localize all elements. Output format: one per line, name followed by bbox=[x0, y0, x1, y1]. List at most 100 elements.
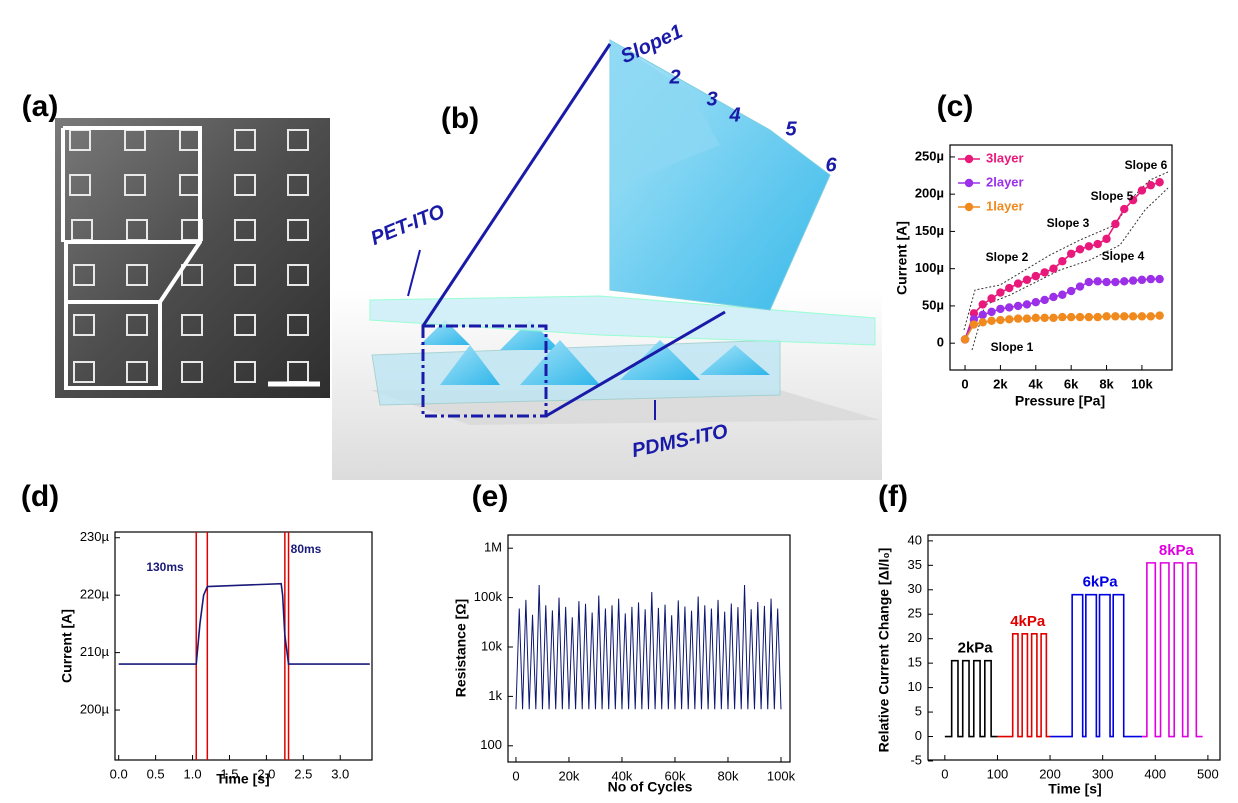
diagram-label: 2 bbox=[668, 66, 680, 88]
data-point bbox=[1129, 312, 1137, 320]
data-point bbox=[1014, 302, 1022, 310]
y-tick-label: 100 bbox=[480, 737, 502, 752]
y-tick-label: 150µ bbox=[915, 223, 944, 238]
x-tick-label: 0 bbox=[512, 768, 519, 783]
x-tick-label: 0 bbox=[961, 376, 968, 391]
legend-label: 3layer bbox=[986, 150, 1024, 165]
figure: (a)(b)(c)(d)(e)(f)Slope123456PET-ITOPDMS… bbox=[0, 0, 1238, 798]
data-point bbox=[1049, 314, 1057, 322]
data-point bbox=[1111, 312, 1119, 320]
x-tick-label: 500 bbox=[1197, 766, 1219, 781]
y-axis-title: Current [A] bbox=[894, 221, 910, 295]
panel-label: (f) bbox=[878, 480, 908, 513]
panel-label: (b) bbox=[441, 102, 479, 135]
data-point bbox=[996, 305, 1004, 313]
data-point bbox=[1049, 293, 1057, 301]
data-point bbox=[1111, 220, 1119, 228]
data-point bbox=[1102, 278, 1110, 286]
x-axis-title: Time [s] bbox=[1048, 781, 1101, 797]
panel-label: (d) bbox=[21, 480, 59, 513]
data-point bbox=[979, 311, 987, 319]
data-point bbox=[1085, 313, 1093, 321]
sem-image bbox=[55, 118, 330, 398]
y-tick-label: 10 bbox=[908, 679, 922, 694]
annotation: Slope 5 bbox=[1091, 189, 1134, 203]
series-label: 8kPa bbox=[1159, 542, 1195, 559]
data-point bbox=[1111, 278, 1119, 286]
y-tick-label: -5 bbox=[910, 752, 922, 767]
x-tick-label: 300 bbox=[1092, 766, 1114, 781]
x-tick-label: 10k bbox=[1131, 376, 1153, 391]
y-tick-label: 35 bbox=[908, 557, 922, 572]
data-point bbox=[1058, 313, 1066, 321]
x-tick-label: 0 bbox=[941, 766, 948, 781]
legend-label: 2layer bbox=[986, 174, 1024, 189]
annotation: 80ms bbox=[291, 542, 322, 556]
annotation: 130ms bbox=[146, 560, 184, 574]
annotation: Slope 3 bbox=[1047, 216, 1090, 230]
data-point bbox=[1147, 312, 1155, 320]
y-tick-label: 1k bbox=[488, 688, 502, 703]
data-point bbox=[1155, 275, 1163, 283]
series-label: 4kPa bbox=[1010, 613, 1046, 630]
data-point bbox=[1138, 276, 1146, 284]
y-tick-label: 30 bbox=[908, 581, 922, 596]
chart: 0.00.51.01.52.02.53.0200µ210µ220µ230µTim… bbox=[59, 529, 372, 787]
y-axis-title: Current [A] bbox=[59, 609, 75, 683]
y-tick-label: 20 bbox=[908, 630, 922, 645]
data-point bbox=[1014, 314, 1022, 322]
y-tick-label: 25 bbox=[908, 606, 922, 621]
data-point bbox=[1067, 313, 1075, 321]
x-tick-label: 20k bbox=[558, 768, 579, 783]
data-point bbox=[1155, 311, 1163, 319]
data-point bbox=[970, 320, 978, 328]
legend-marker bbox=[965, 155, 973, 163]
y-tick-label: 230µ bbox=[80, 529, 110, 544]
y-tick-label: 1M bbox=[484, 540, 502, 555]
y-tick-label: 40 bbox=[908, 532, 922, 547]
y-tick-label: 210µ bbox=[80, 644, 110, 659]
data-point bbox=[1032, 272, 1040, 280]
x-axis-title: No of Cycles bbox=[608, 779, 693, 795]
data-point bbox=[1085, 278, 1093, 286]
x-tick-label: 1.0 bbox=[184, 766, 202, 781]
data-point bbox=[1032, 298, 1040, 306]
y-axis-title: Relative Current Change [ΔI/I₀] bbox=[876, 548, 892, 753]
diagram-label: 5 bbox=[785, 118, 797, 140]
data-point bbox=[1049, 264, 1057, 272]
data-point bbox=[1058, 291, 1066, 299]
y-tick-label: 0 bbox=[937, 335, 944, 350]
data-point bbox=[1102, 312, 1110, 320]
annotation: Slope 1 bbox=[991, 340, 1034, 354]
data-point bbox=[1120, 205, 1128, 213]
legend-marker bbox=[965, 179, 973, 187]
x-tick-label: 100k bbox=[767, 768, 796, 783]
data-point bbox=[1147, 181, 1155, 189]
data-point bbox=[1058, 257, 1066, 265]
diagram-label: 3 bbox=[706, 88, 717, 110]
data-point bbox=[1023, 300, 1031, 308]
data-point bbox=[1023, 314, 1031, 322]
data-point bbox=[1129, 276, 1137, 284]
data-point bbox=[1032, 314, 1040, 322]
data-point bbox=[1085, 242, 1093, 250]
data-point bbox=[1120, 277, 1128, 285]
chart: 0100200300400500-50510152025303540Time [… bbox=[876, 532, 1220, 796]
data-point bbox=[1094, 277, 1102, 285]
y-tick-label: 200µ bbox=[80, 701, 110, 716]
annotation: Slope 2 bbox=[986, 250, 1029, 264]
x-tick-label: 100 bbox=[987, 766, 1009, 781]
data-point bbox=[1005, 315, 1013, 323]
series-line bbox=[1050, 595, 1142, 737]
y-tick-label: 10k bbox=[481, 638, 502, 653]
x-tick-label: 400 bbox=[1144, 766, 1166, 781]
x-tick-label: 8k bbox=[1099, 376, 1114, 391]
data-point bbox=[987, 317, 995, 325]
data-point bbox=[987, 294, 995, 302]
plot-frame bbox=[508, 535, 790, 762]
data-point bbox=[1005, 284, 1013, 292]
series-line bbox=[119, 584, 370, 664]
data-point bbox=[1138, 312, 1146, 320]
